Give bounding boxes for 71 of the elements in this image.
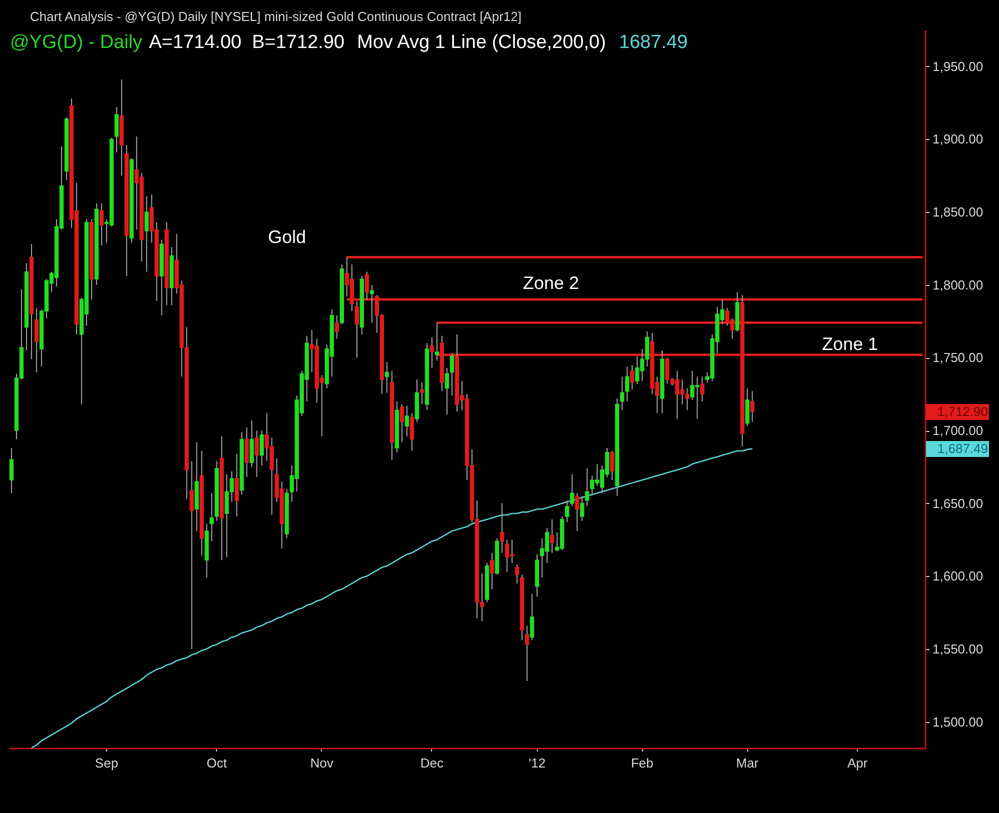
candlestick (244, 427, 249, 478)
candlestick (575, 492, 580, 532)
y-tick-label: 1,700.00 (932, 423, 984, 438)
candlestick (434, 322, 440, 362)
candlestick (700, 376, 704, 402)
candlestick (585, 468, 590, 507)
annotation: B=1712.90 (252, 32, 344, 53)
candlestick (144, 196, 149, 272)
x-tick-label: Apr (847, 756, 868, 770)
x-tick-label: Dec (420, 756, 444, 770)
candlestick (750, 390, 754, 422)
y-tick-label: 1,550.00 (932, 641, 984, 656)
candlestick (745, 388, 750, 427)
candlestick (610, 450, 614, 481)
text: Mov Avg 1 Line (Close,200,0) (357, 32, 606, 53)
candlestick (620, 376, 624, 411)
candlestick (524, 625, 530, 682)
candlestick (100, 202, 104, 246)
candlestick (565, 500, 570, 523)
candlestick (254, 430, 259, 478)
candlestick (370, 284, 374, 324)
chart-title: Chart Analysis - @YG(D) Daily [NYSEL] mini-sized Gold Continuous Contract [Apr12] (30, 9, 522, 24)
y-tick-label: 1,900.00 (932, 132, 984, 147)
y-tick-label: 1,950.00 (932, 58, 984, 74)
candlestick (570, 474, 574, 507)
y-tick-label: 1,500.00 (932, 714, 984, 730)
chart-subtitle: @YG(D) - Daily (10, 32, 143, 53)
annotation: Zone 2 (522, 273, 580, 293)
candlestick (450, 352, 454, 396)
annotation: Zone 1 (822, 334, 878, 354)
candlestick (384, 362, 390, 394)
y-tick-label: 1,850.00 (932, 204, 984, 220)
candlestick (625, 366, 630, 402)
candlestick (404, 405, 410, 437)
candlestick (430, 336, 434, 368)
y-tick-label: 1,650.00 (932, 496, 984, 511)
candlestick (210, 492, 214, 542)
candlestick (234, 453, 239, 517)
candlestick (190, 460, 194, 650)
candlestick (114, 106, 119, 153)
candlestick (630, 364, 634, 390)
y-tick-label: 1,600.00 (932, 568, 984, 584)
line-series (30, 448, 753, 749)
candlestick (34, 308, 39, 373)
candlestick (444, 367, 450, 415)
annotation: 1687.49 (619, 32, 688, 53)
candlestick (400, 404, 404, 443)
candlestick (530, 593, 534, 641)
text: 1,712.90 (937, 404, 988, 419)
candlestick (420, 382, 424, 405)
candlestick (550, 518, 554, 554)
x-tick-label: Nov (310, 756, 334, 770)
annotation: Gold (268, 227, 306, 247)
x-tick-label: Sep (95, 756, 118, 770)
x-tick-label: Feb (630, 756, 654, 770)
annotation: A=1714.00 (149, 32, 242, 53)
candlestick (260, 430, 264, 466)
candlestick (580, 496, 584, 522)
candlestick (9, 447, 14, 494)
candlestick (334, 314, 339, 340)
x-tick-label: Oct (206, 756, 228, 770)
candlestick (490, 552, 494, 590)
candlestick (514, 564, 520, 584)
candlestick (410, 412, 414, 452)
y-tick-label: 1,800.00 (932, 277, 984, 292)
y-tick-label: 1,750.00 (932, 350, 984, 366)
text: 1,687.49 (937, 441, 988, 456)
x-tick-label: '12 (528, 756, 546, 770)
x-tick-label: Mar (736, 756, 760, 770)
candlestick (500, 502, 504, 554)
candlestick (250, 420, 254, 468)
